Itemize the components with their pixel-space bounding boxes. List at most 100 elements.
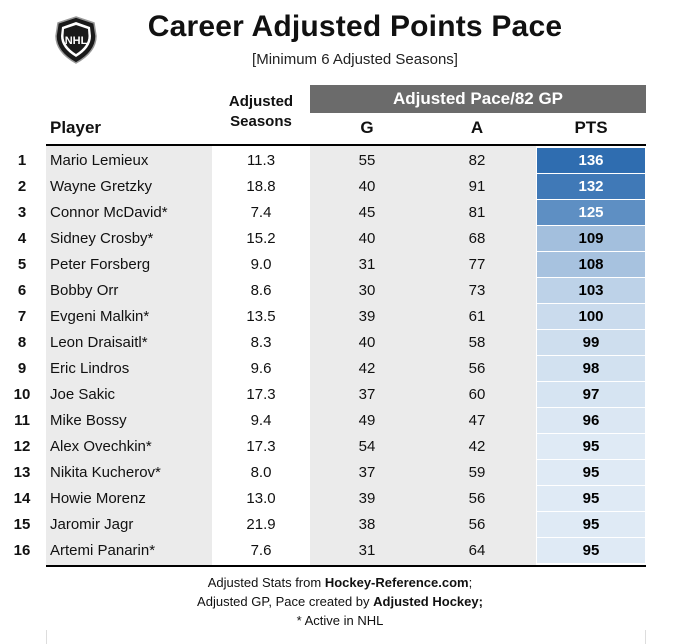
footer-credit-line: Adjusted GP, Pace created by Adjusted Ho… <box>100 592 580 611</box>
assists-pace-cell: 59 <box>468 464 486 481</box>
player-name-cell: Wayne Gretzky <box>50 178 152 195</box>
adjusted-seasons-header-line2: Seasons <box>230 113 292 130</box>
goals-pace-cell: 37 <box>358 464 376 481</box>
player-name-cell: Sidney Crosby* <box>50 230 154 247</box>
frame-edge-right <box>645 630 646 644</box>
points-pace-cell: 125 <box>537 200 645 225</box>
player-column-band <box>46 146 212 565</box>
rank-cell: 6 <box>17 282 27 299</box>
player-name-cell: Peter Forsberg <box>50 256 151 273</box>
rank-cell: 5 <box>17 256 27 273</box>
chart-subtitle: [Minimum 6 Adjusted Seasons] <box>252 51 458 68</box>
footer-source-suffix: ; <box>468 575 473 590</box>
table-row: 4 Sidney Crosby* 15.2 40 68 109 <box>0 226 676 252</box>
rank-cell: 2 <box>17 178 27 195</box>
points-pace-cell: 96 <box>537 408 645 433</box>
points-pace-cell: 95 <box>537 538 645 563</box>
assists-pace-cell: 77 <box>468 256 486 273</box>
assists-pace-cell: 42 <box>468 438 486 455</box>
footer-active-note: * Active in NHL <box>296 613 384 628</box>
rank-cell: 9 <box>17 360 27 377</box>
adjusted-seasons-cell: 8.6 <box>250 282 272 299</box>
footer-credit-prefix: Adjusted GP, Pace created by <box>197 594 374 609</box>
adjusted-column-band <box>212 146 310 565</box>
rank-cell: 1 <box>17 152 27 169</box>
footer-rule <box>46 565 646 567</box>
goals-pace-cell: 40 <box>358 178 376 195</box>
rank-cell: 10 <box>13 386 31 403</box>
table-row: 12 Alex Ovechkin* 17.3 54 42 95 <box>0 434 676 460</box>
player-name-cell: Howie Morenz <box>50 490 146 507</box>
footer-source-prefix: Adjusted Stats from <box>207 575 325 590</box>
goals-pace-cell: 45 <box>358 204 376 221</box>
adjusted-seasons-cell: 9.6 <box>250 360 272 377</box>
assists-pace-cell: 68 <box>468 230 486 247</box>
rank-cell: 7 <box>17 308 27 325</box>
table-row: 9 Eric Lindros 9.6 42 56 98 <box>0 356 676 382</box>
player-name-cell: Leon Draisaitl* <box>50 334 148 351</box>
points-pace-cell: 103 <box>537 278 645 303</box>
table-row: 11 Mike Bossy 9.4 49 47 96 <box>0 408 676 434</box>
player-column-header: Player <box>50 118 102 137</box>
player-name-cell: Eric Lindros <box>50 360 130 377</box>
table-row: 5 Peter Forsberg 9.0 31 77 108 <box>0 252 676 278</box>
a-column-header: A <box>470 118 484 137</box>
assists-pace-cell: 73 <box>468 282 486 299</box>
g-column-header: G <box>360 118 374 137</box>
player-name-cell: Alex Ovechkin* <box>50 438 152 455</box>
player-name-cell: Mario Lemieux <box>50 152 149 169</box>
footer-credit-source: Adjusted Hockey; <box>373 594 483 609</box>
goals-pace-cell: 31 <box>358 542 376 559</box>
points-pace-cell: 95 <box>537 460 645 485</box>
points-pace-cell: 97 <box>537 382 645 407</box>
rank-cell: 13 <box>13 464 31 481</box>
frame-edge-left <box>46 630 47 644</box>
adjusted-seasons-header: Adjusted Seasons <box>212 92 310 132</box>
goals-pace-cell: 55 <box>358 152 376 169</box>
adjusted-seasons-cell: 15.2 <box>246 230 276 247</box>
adjusted-seasons-cell: 17.3 <box>246 386 276 403</box>
adjusted-seasons-header-line1: Adjusted <box>228 93 294 110</box>
goals-pace-cell: 37 <box>358 386 376 403</box>
points-pace-cell: 100 <box>537 304 645 329</box>
pace-group-header: Adjusted Pace/82 GP <box>310 85 646 113</box>
assists-pace-cell: 58 <box>468 334 486 351</box>
table-row: 2 Wayne Gretzky 18.8 40 91 132 <box>0 174 676 200</box>
table-row: 14 Howie Morenz 13.0 39 56 95 <box>0 486 676 512</box>
nhl-logo: NHL <box>55 16 97 64</box>
points-pace-cell: 136 <box>537 148 645 173</box>
adjusted-seasons-cell: 7.6 <box>250 542 272 559</box>
header-rule <box>46 144 646 146</box>
pace-column-band <box>310 146 536 565</box>
points-pace-cell: 99 <box>537 330 645 355</box>
goals-pace-cell: 31 <box>358 256 376 273</box>
goals-pace-cell: 40 <box>358 334 376 351</box>
adjusted-seasons-cell: 18.8 <box>246 178 276 195</box>
rank-cell: 3 <box>17 204 27 221</box>
player-name-cell: Bobby Orr <box>50 282 119 299</box>
pts-column-header: PTS <box>574 118 608 137</box>
footer-source-line: Adjusted Stats from Hockey-Reference.com… <box>100 573 580 592</box>
goals-pace-cell: 49 <box>358 412 376 429</box>
table-row: 16 Artemi Panarin* 7.6 31 64 95 <box>0 538 676 564</box>
adjusted-seasons-cell: 8.0 <box>250 464 272 481</box>
goals-pace-cell: 39 <box>358 308 376 325</box>
assists-pace-cell: 61 <box>468 308 486 325</box>
points-pace-cell: 109 <box>537 226 645 251</box>
chart-title: Career Adjusted Points Pace <box>147 10 563 43</box>
goals-pace-cell: 40 <box>358 230 376 247</box>
table-row: 8 Leon Draisaitl* 8.3 40 58 99 <box>0 330 676 356</box>
adjusted-seasons-cell: 21.9 <box>246 516 276 533</box>
rank-cell: 8 <box>17 334 27 351</box>
table-row: 13 Nikita Kucherov* 8.0 37 59 95 <box>0 460 676 486</box>
table-row: 3 Connor McDavid* 7.4 45 81 125 <box>0 200 676 226</box>
adjusted-seasons-cell: 9.4 <box>250 412 272 429</box>
adjusted-seasons-cell: 8.3 <box>250 334 272 351</box>
table-row: 1 Mario Lemieux 11.3 55 82 136 <box>0 148 676 174</box>
assists-pace-cell: 82 <box>468 152 486 169</box>
goals-pace-cell: 38 <box>358 516 376 533</box>
footer-source-link: Hockey-Reference.com <box>324 575 469 590</box>
rank-cell: 11 <box>14 412 30 429</box>
adjusted-seasons-cell: 7.4 <box>250 204 272 221</box>
points-pace-cell: 95 <box>537 512 645 537</box>
